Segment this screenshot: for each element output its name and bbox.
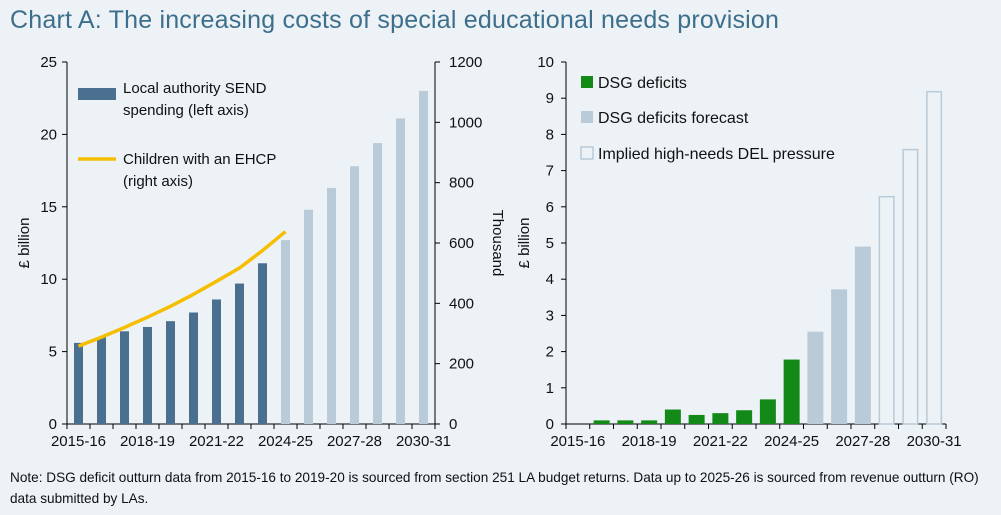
right-y-tick-label: 800 xyxy=(449,175,474,192)
dsg-deficit-bar xyxy=(688,414,705,424)
right-y-tick-label: 1200 xyxy=(449,54,482,71)
send-spending-bar xyxy=(419,90,428,425)
left-y-axis-title: £ billion xyxy=(16,218,33,269)
legend-label: DSG deficits xyxy=(598,75,687,92)
legend-swatch xyxy=(581,76,593,88)
send-spending-bar xyxy=(327,187,336,424)
left-y-tick-label: 15 xyxy=(40,199,57,216)
x-tick-label: 2030-31 xyxy=(907,433,962,450)
y-tick-label: 6 xyxy=(546,199,554,216)
y-tick-label: 5 xyxy=(546,235,554,252)
send-spending-bar xyxy=(74,342,83,424)
dsg-deficit-bar xyxy=(664,409,681,424)
x-tick-label: 2015-16 xyxy=(550,433,605,450)
x-tick-label: 2021-22 xyxy=(693,433,748,450)
left-y-tick-label: 0 xyxy=(49,416,57,433)
send-spending-bar xyxy=(304,209,313,424)
right-chart: 0 1 2 3 4 5 6 7 8 9 10 £ billion 2015-16 2018-19 2021-… xyxy=(516,54,962,450)
x-tick-label: 2015-16 xyxy=(51,433,106,450)
right-y-tick-label: 200 xyxy=(449,356,474,373)
y-axis-title: £ billion xyxy=(516,218,533,269)
send-spending-bar xyxy=(235,283,244,424)
left-y-tick-label: 25 xyxy=(40,54,57,71)
y-tick-label: 2 xyxy=(546,344,554,361)
dsg-forecast-bar xyxy=(854,246,871,424)
charts-area: 0 5 10 15 20 25 0 200 400 600 800 1000 1200 £ billion… xyxy=(0,42,1001,464)
x-tick-label: 2030-31 xyxy=(396,433,451,450)
del-pressure-bar xyxy=(902,148,919,425)
legend-swatch xyxy=(580,146,594,160)
x-tick-label: 2024-25 xyxy=(764,433,819,450)
legend-label-send-2: spending (left axis) xyxy=(123,102,249,119)
send-spending-bar xyxy=(373,143,382,424)
y-tick-label: 10 xyxy=(537,54,554,71)
send-spending-bar xyxy=(189,312,198,424)
right-y-axis-title: Thousand xyxy=(489,210,506,277)
legend-swatch-send xyxy=(78,88,116,100)
dsg-deficit-bar xyxy=(736,410,753,424)
send-spending-bar xyxy=(166,321,175,424)
send-spending-bar xyxy=(258,263,267,424)
ehcp-line xyxy=(77,230,287,348)
left-y-tick-label: 20 xyxy=(40,126,57,143)
del-pressure-bar xyxy=(926,90,943,425)
y-tick-label: 9 xyxy=(546,90,554,107)
chart-title: Chart A: The increasing costs of special… xyxy=(10,6,780,34)
right-y-tick-label: 600 xyxy=(449,235,474,252)
left-chart: 0 5 10 15 20 25 0 200 400 600 800 1000 1200 £ billion… xyxy=(16,54,506,450)
legend-label-send-1: Local authority SEND xyxy=(123,80,267,97)
x-tick-label: 2027-28 xyxy=(327,433,382,450)
send-spending-bar xyxy=(120,331,129,424)
send-spending-bar xyxy=(97,337,106,424)
x-tick-label: 2018-19 xyxy=(622,433,677,450)
dsg-forecast-bar xyxy=(831,289,848,424)
dsg-deficit-bar xyxy=(641,420,658,424)
dsg-deficit-bar xyxy=(783,359,800,424)
y-tick-label: 1 xyxy=(546,380,554,397)
y-tick-label: 4 xyxy=(546,271,554,288)
y-tick-label: 7 xyxy=(546,163,554,180)
dsg-deficit-bar xyxy=(593,420,610,424)
dsg-deficit-bar xyxy=(617,420,634,424)
legend-label: DSG deficits forecast xyxy=(598,110,749,127)
dsg-deficit-bar xyxy=(759,399,776,424)
legend-swatch xyxy=(581,111,593,123)
dsg-forecast-bar xyxy=(807,331,824,424)
y-tick-label: 3 xyxy=(546,307,554,324)
right-y-tick-label: 400 xyxy=(449,295,474,312)
legend-label-ehcp-2: (right axis) xyxy=(123,173,193,190)
send-spending-bar xyxy=(350,166,359,425)
x-tick-label: 2027-28 xyxy=(835,433,890,450)
x-tick-label: 2024-25 xyxy=(258,433,313,450)
send-spending-bar xyxy=(212,299,221,424)
send-spending-bar xyxy=(281,240,290,424)
legend-label: Implied high-needs DEL pressure xyxy=(598,146,835,163)
y-tick-label: 8 xyxy=(546,126,554,143)
x-tick-label: 2018-19 xyxy=(120,433,175,450)
y-tick-label: 0 xyxy=(546,416,554,433)
send-spending-bar xyxy=(396,118,405,425)
legend-label-ehcp-1: Children with an EHCP xyxy=(123,151,276,168)
left-y-tick-label: 10 xyxy=(40,271,57,288)
x-tick-label: 2021-22 xyxy=(189,433,244,450)
right-y-tick-label: 0 xyxy=(449,416,457,433)
right-y-tick-label: 1000 xyxy=(449,114,482,131)
dsg-deficit-bar xyxy=(712,413,729,424)
send-spending-bar xyxy=(143,326,152,424)
footnote: Note: DSG deficit outturn data from 2015… xyxy=(10,470,979,506)
left-y-tick-label: 5 xyxy=(49,344,57,361)
del-pressure-bar xyxy=(878,195,895,425)
